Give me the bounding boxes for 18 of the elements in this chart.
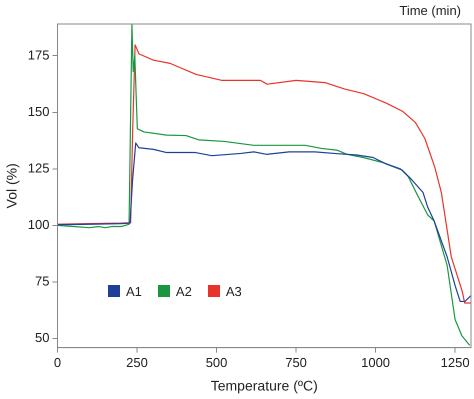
x-tick-label: 750 [285, 354, 307, 370]
legend-label: A1 [125, 284, 142, 299]
text: Time (min) [399, 3, 461, 18]
y-tick-label: 150 [28, 104, 50, 119]
x-axis-title: Temperature (ºC) [210, 377, 318, 394]
y-tick-label: 100 [28, 216, 50, 232]
x-tick-label: 250 [126, 354, 148, 370]
x-tick-label: 1000 [361, 354, 390, 370]
y-tick-label: 175 [28, 47, 50, 62]
y-tick-label: 75 [35, 274, 50, 289]
y-tick-label: 50 [35, 330, 50, 346]
x-tick-label: 500 [206, 354, 228, 370]
y-axis-title: Vol (%) [3, 163, 20, 208]
x-tick-label: 1250 [440, 354, 470, 370]
x-tick-label: 0 [54, 354, 62, 370]
legend-label: A2 [174, 284, 192, 299]
legend-label: A3 [224, 284, 242, 299]
y-tick-label: 125 [28, 160, 50, 176]
